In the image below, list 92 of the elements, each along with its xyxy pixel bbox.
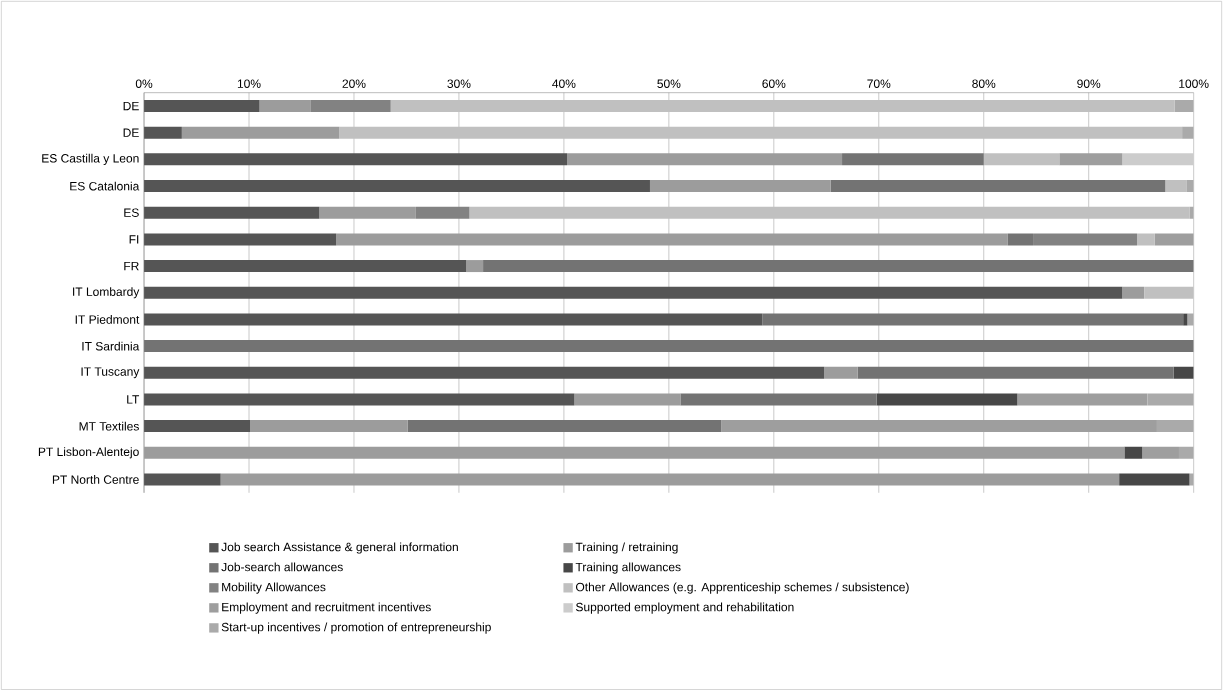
- y-tick-label: IT Lombardy: [73, 287, 140, 299]
- bar: [1144, 286, 1194, 299]
- bar: [319, 206, 416, 219]
- y-tick-label: PT Lisbon-Alentejo: [38, 447, 139, 459]
- bar: [469, 206, 1190, 219]
- bar: [339, 126, 1183, 139]
- x-tick-label: 10%: [237, 79, 261, 89]
- legend-label: Job-search allowances: [221, 562, 343, 572]
- legend-label: Employment and recruitment incentives: [222, 602, 431, 614]
- bar: [1154, 233, 1194, 246]
- x-tick-label: 0%: [135, 79, 153, 89]
- bar: [220, 473, 1120, 486]
- bar: [144, 100, 260, 113]
- bar: [1187, 313, 1194, 326]
- bar: [680, 393, 877, 406]
- bar: [1189, 473, 1194, 486]
- bar: [144, 313, 763, 326]
- bar: [567, 153, 843, 166]
- bar: [250, 420, 408, 433]
- y-tick-label: LT: [127, 395, 140, 404]
- y-tick-label: ES Catalonia: [70, 181, 140, 191]
- y-tick-label: ES Castilla y Leon: [42, 153, 139, 166]
- bar: [144, 126, 182, 139]
- x-tick-label: 50%: [657, 79, 681, 89]
- bar: [1182, 126, 1194, 139]
- legend-label: Start-up incentives / promotion of entrepreneurship: [221, 622, 491, 634]
- y-tick-label: IT Sardinia: [82, 341, 140, 351]
- bar: [830, 180, 1166, 193]
- bar: [1165, 180, 1187, 193]
- bar: [407, 420, 722, 433]
- y-tick-label: FR: [124, 262, 139, 271]
- bar: [1007, 233, 1034, 246]
- x-tick-label: 40%: [552, 79, 576, 89]
- bar: [181, 126, 340, 139]
- bar: [144, 206, 320, 219]
- bar: [762, 313, 1184, 326]
- bar: [1122, 153, 1194, 166]
- bar: [466, 260, 484, 273]
- bar: [1174, 100, 1194, 113]
- y-tick-label: IT Tuscany: [81, 367, 140, 379]
- x-tick-label: 90%: [1077, 79, 1101, 89]
- y-tick-label: FI: [129, 235, 139, 244]
- bar: [144, 153, 568, 166]
- legend-label: Training allowances: [575, 562, 681, 574]
- bar: [483, 260, 1194, 273]
- x-tick-label: 80%: [972, 79, 996, 89]
- y-tick-label: DE: [123, 128, 139, 137]
- bar: [144, 260, 467, 273]
- bar: [1119, 473, 1190, 486]
- bar: [144, 340, 1194, 353]
- legend-label: Mobility Allowances: [222, 582, 326, 594]
- bar: [1033, 233, 1137, 246]
- y-tick-label: DE: [123, 101, 139, 111]
- bar: [842, 153, 984, 166]
- bar: [144, 366, 825, 379]
- bar: [1173, 366, 1194, 379]
- bar: [144, 233, 337, 246]
- y-tick-label: MT Textiles: [79, 421, 139, 431]
- bar: [336, 233, 1008, 246]
- bar: [144, 473, 221, 486]
- bar: [310, 100, 391, 113]
- bar: [144, 393, 575, 406]
- bar: [857, 366, 1174, 379]
- legend-label: Job search Assistance & general information: [221, 542, 458, 554]
- bar: [259, 100, 311, 113]
- bar: [1122, 286, 1145, 299]
- bar: [824, 366, 858, 379]
- bar: [649, 180, 831, 193]
- bar: [144, 286, 1123, 299]
- legend-label: Supported employment and rehabilitation: [575, 602, 794, 614]
- y-tick-label: IT Piedmont: [75, 315, 140, 324]
- x-tick-label: 70%: [867, 79, 891, 89]
- bar: [390, 100, 1175, 113]
- bar: [1186, 180, 1194, 193]
- legend-label: Training / retraining: [575, 542, 678, 554]
- y-tick-label: ES: [124, 208, 139, 218]
- x-tick-label: 100%: [1179, 79, 1209, 89]
- bar: [876, 393, 1018, 406]
- legend-label: Other Allowances (e.g. Apprenticeship schemes / subsistence): [576, 582, 909, 594]
- bar: [1136, 233, 1155, 246]
- bar: [415, 206, 470, 219]
- x-tick-label: 20%: [342, 79, 366, 89]
- bar: [144, 180, 650, 193]
- bar: [574, 393, 681, 406]
- bar: [983, 153, 1060, 166]
- y-tick-label: PT North Centre: [52, 475, 139, 484]
- bar: [1124, 446, 1143, 459]
- x-tick-label: 60%: [762, 79, 786, 89]
- x-tick-label: 30%: [447, 79, 471, 89]
- bar: [1189, 206, 1194, 219]
- bar: [1059, 153, 1123, 166]
- bar: [144, 420, 251, 433]
